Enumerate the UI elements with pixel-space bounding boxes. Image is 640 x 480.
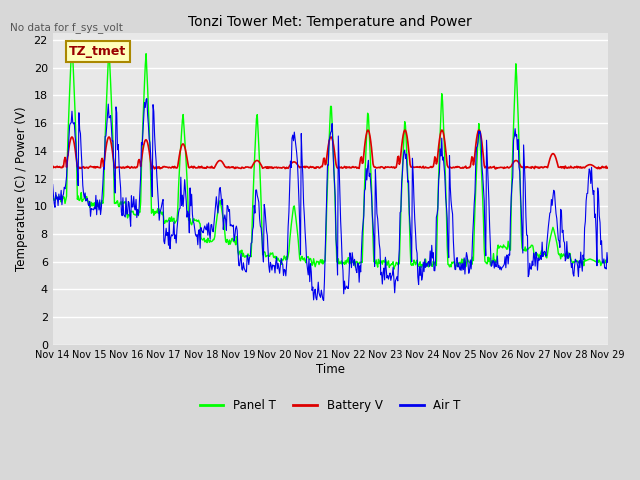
Panel T	[59, 196, 67, 202]
Air T	[399, 156, 407, 162]
Air T	[202, 227, 210, 233]
Battery V	[148, 166, 156, 172]
Text: No data for f_sys_volt: No data for f_sys_volt	[10, 22, 122, 33]
Air T	[49, 181, 56, 187]
Air T	[143, 96, 150, 101]
Line: Battery V: Battery V	[52, 130, 608, 169]
Air T	[320, 298, 328, 303]
Line: Air T: Air T	[52, 98, 608, 300]
Battery V	[399, 137, 406, 143]
Panel T	[116, 199, 124, 205]
Y-axis label: Temperature (C) / Power (V): Temperature (C) / Power (V)	[15, 107, 28, 271]
Panel T	[604, 257, 612, 263]
Air T	[415, 264, 423, 269]
Battery V	[202, 166, 210, 171]
Battery V	[173, 165, 181, 171]
Battery V	[116, 164, 124, 170]
Title: Tonzi Tower Met: Temperature and Power: Tonzi Tower Met: Temperature and Power	[188, 15, 472, 29]
Panel T	[202, 237, 210, 243]
Battery V	[415, 164, 422, 170]
Panel T	[399, 151, 407, 156]
Panel T	[173, 217, 181, 223]
Panel T	[390, 266, 397, 272]
Text: TZ_tmet: TZ_tmet	[69, 45, 127, 58]
Battery V	[604, 165, 612, 170]
Panel T	[68, 37, 76, 43]
X-axis label: Time: Time	[316, 362, 345, 375]
Line: Panel T: Panel T	[52, 40, 608, 269]
Panel T	[415, 261, 423, 267]
Battery V	[49, 163, 56, 169]
Air T	[59, 193, 67, 199]
Air T	[604, 260, 612, 265]
Panel T	[49, 197, 56, 203]
Battery V	[59, 163, 67, 169]
Air T	[173, 227, 181, 232]
Air T	[116, 175, 124, 181]
Battery V	[475, 127, 483, 133]
Legend: Panel T, Battery V, Air T: Panel T, Battery V, Air T	[195, 395, 465, 417]
